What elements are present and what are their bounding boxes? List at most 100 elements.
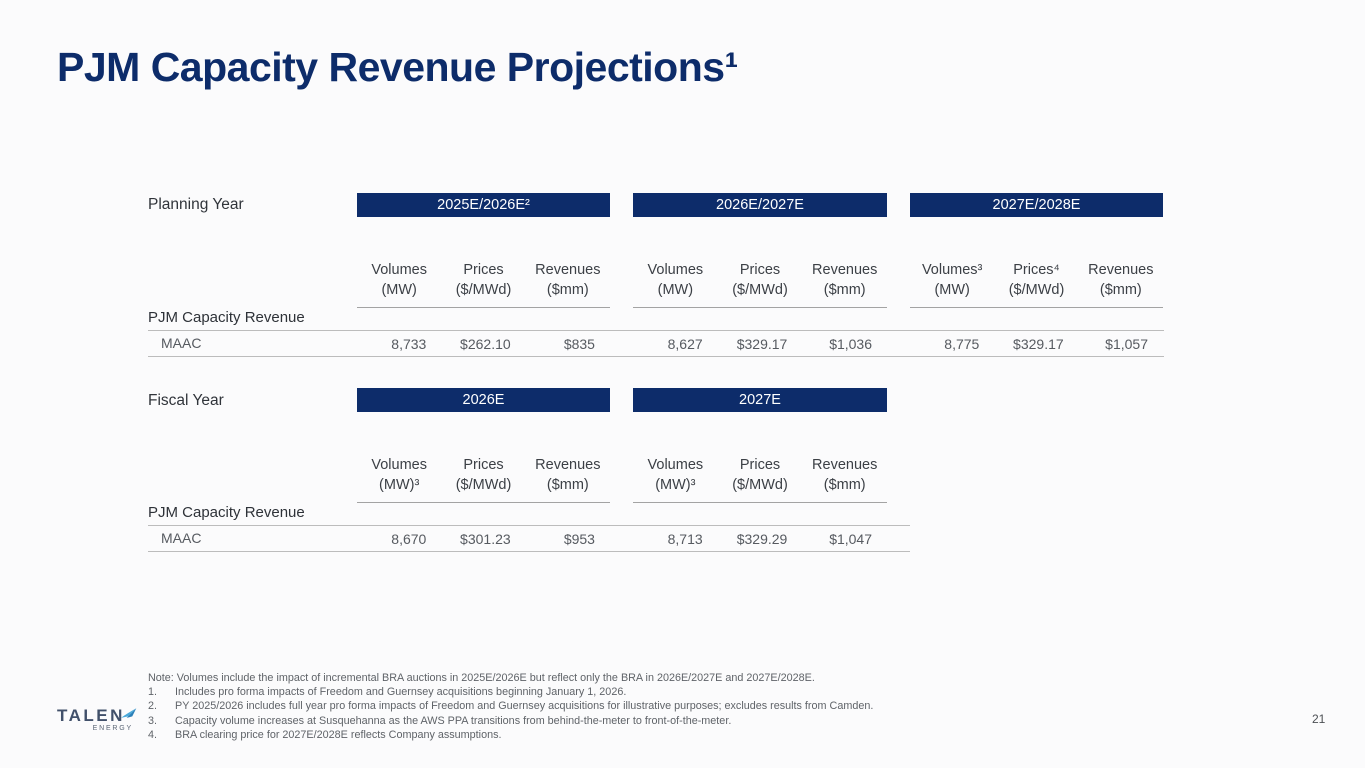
fiscal-group1-header-bar: 2026E	[357, 388, 610, 412]
header-line1: Prices	[463, 457, 504, 473]
footnote-number: 3.	[148, 714, 158, 727]
header-line1: Volumes	[371, 262, 427, 278]
column-header-volumes: Volumes (MW)³	[357, 456, 441, 495]
header-line1: Volumes	[647, 262, 704, 278]
divider	[148, 330, 1164, 331]
column-header-volumes: Volumes (MW)	[357, 261, 441, 300]
footnote-item: 1. Includes pro forma impacts of Freedom…	[148, 685, 1138, 699]
divider	[148, 551, 910, 552]
talen-energy-logo: TALEN ENERGY	[57, 706, 137, 732]
cell-prices: $301.23	[460, 531, 511, 547]
header-line1: Revenues	[535, 262, 601, 278]
fiscal-maac-group2-values: 8,713 $329.29 $1,047	[633, 528, 887, 550]
column-header-volumes: Volumes (MW)³	[633, 456, 718, 495]
fiscal-maac-group1-values: 8,670 $301.23 $953	[357, 528, 610, 550]
footnote-text: Capacity volume increases at Susquehanna…	[175, 714, 732, 727]
header-line2: (MW)	[934, 281, 970, 298]
header-line1: Prices	[739, 262, 781, 278]
fiscal-year-label: Fiscal Year	[148, 392, 224, 409]
planning-maac-group3-values: 8,775 $329.17 $1,057	[910, 333, 1163, 355]
logo-wordmark: TALEN	[57, 706, 137, 726]
header-line2: ($mm)	[546, 476, 589, 493]
cell-volumes: 8,627	[667, 336, 703, 352]
slide-title: PJM Capacity Revenue Projections¹	[57, 44, 738, 90]
header-line2: (MW)	[657, 281, 694, 298]
header-line1: Volumes	[647, 457, 704, 473]
header-line2: (MW)	[381, 281, 417, 298]
header-line2: ($/MWd)	[732, 476, 788, 493]
planning-row-label-maac: MAAC	[161, 335, 202, 351]
planning-year-label: Planning Year	[148, 196, 244, 213]
column-header-volumes: Volumes³ (MW)	[910, 261, 994, 300]
footnote-text: Includes pro forma impacts of Freedom an…	[175, 686, 627, 699]
column-header-prices: Prices⁴ ($/MWd)	[994, 261, 1078, 300]
planning-maac-group2-values: 8,627 $329.17 $1,036	[633, 333, 887, 355]
divider	[148, 356, 1164, 357]
header-line1: Prices⁴	[1013, 262, 1060, 278]
footnote-text: BRA clearing price for 2027E/2028E refle…	[175, 728, 502, 741]
header-line1: Revenues	[812, 262, 878, 278]
planning-group2-column-headers: Volumes (MW) Prices ($/MWd) Revenues ($m…	[633, 261, 887, 309]
footnote-number: 2.	[148, 700, 158, 713]
planning-group2-header-bar: 2026E/2027E	[633, 193, 887, 217]
column-header-revenues: Revenues ($mm)	[526, 261, 610, 300]
header-line2: ($/MWd)	[455, 476, 512, 493]
header-line2: ($mm)	[1099, 281, 1142, 298]
fiscal-group2-column-headers: Volumes (MW)³ Prices ($/MWd) Revenues ($…	[633, 456, 887, 504]
cell-revenues: $1,057	[1105, 336, 1148, 352]
fiscal-group1-column-headers: Volumes (MW)³ Prices ($/MWd) Revenues ($…	[357, 456, 610, 504]
cell-volumes: 8,775	[944, 336, 980, 352]
fiscal-section-label: PJM Capacity Revenue	[148, 504, 305, 521]
footnotes: Note: Volumes include the impact of incr…	[148, 671, 1138, 742]
planning-group1-header-bar: 2025E/2026E²	[357, 193, 610, 217]
footnote-item: 3. Capacity volume increases at Susqueha…	[148, 714, 1138, 728]
header-line1: Volumes	[371, 457, 427, 473]
cell-prices: $329.17	[736, 336, 788, 352]
cell-revenues: $1,047	[829, 531, 873, 547]
column-header-prices: Prices ($/MWd)	[718, 456, 803, 495]
header-line2: ($/MWd)	[1008, 281, 1065, 298]
header-line1: Revenues	[535, 457, 601, 473]
header-line1: Prices	[463, 262, 504, 278]
cell-prices: $329.17	[1013, 336, 1064, 352]
cell-volumes: 8,713	[667, 531, 703, 547]
logo-text: TALEN	[57, 706, 125, 725]
planning-maac-group1-values: 8,733 $262.10 $835	[357, 333, 610, 355]
fiscal-row-label-maac: MAAC	[161, 530, 202, 546]
footnote-text: PY 2025/2026 includes full year pro form…	[175, 700, 874, 713]
footnote-note: Note: Volumes include the impact of incr…	[148, 672, 815, 684]
header-line2: ($mm)	[823, 476, 866, 493]
fiscal-group2-header-bar: 2027E	[633, 388, 887, 412]
header-line1: Prices	[739, 457, 781, 473]
footnote-item: 2. PY 2025/2026 includes full year pro f…	[148, 699, 1138, 713]
planning-group3-header-bar: 2027E/2028E	[910, 193, 1163, 217]
planning-group1-column-headers: Volumes (MW) Prices ($/MWd) Revenues ($m…	[357, 261, 610, 309]
cell-revenues: $953	[563, 531, 595, 547]
footnote-number: 4.	[148, 728, 158, 741]
cell-prices: $262.10	[460, 336, 511, 352]
page-number: 21	[1312, 712, 1326, 726]
column-header-prices: Prices ($/MWd)	[441, 456, 525, 495]
talen-swoosh-icon	[120, 707, 137, 718]
column-header-revenues: Revenues ($mm)	[1079, 261, 1163, 300]
header-line2: ($/MWd)	[455, 281, 512, 298]
cell-revenues: $835	[563, 336, 595, 352]
column-header-revenues: Revenues ($mm)	[802, 261, 887, 300]
footnote-item: 4. BRA clearing price for 2027E/2028E re…	[148, 728, 1138, 742]
header-line2: ($mm)	[546, 281, 589, 298]
cell-prices: $329.29	[736, 531, 788, 547]
column-header-prices: Prices ($/MWd)	[718, 261, 803, 300]
planning-section-label: PJM Capacity Revenue	[148, 309, 305, 326]
header-line1: Revenues	[1088, 262, 1154, 278]
cell-volumes: 8,670	[391, 531, 427, 547]
divider	[148, 525, 910, 526]
cell-volumes: 8,733	[391, 336, 427, 352]
header-line2: (MW)³	[655, 476, 696, 493]
cell-revenues: $1,036	[829, 336, 873, 352]
logo-subtext: ENERGY	[92, 725, 133, 732]
header-line1: Volumes³	[921, 262, 983, 278]
column-header-revenues: Revenues ($mm)	[526, 456, 610, 495]
header-line1: Revenues	[812, 457, 878, 473]
column-header-revenues: Revenues ($mm)	[802, 456, 887, 495]
